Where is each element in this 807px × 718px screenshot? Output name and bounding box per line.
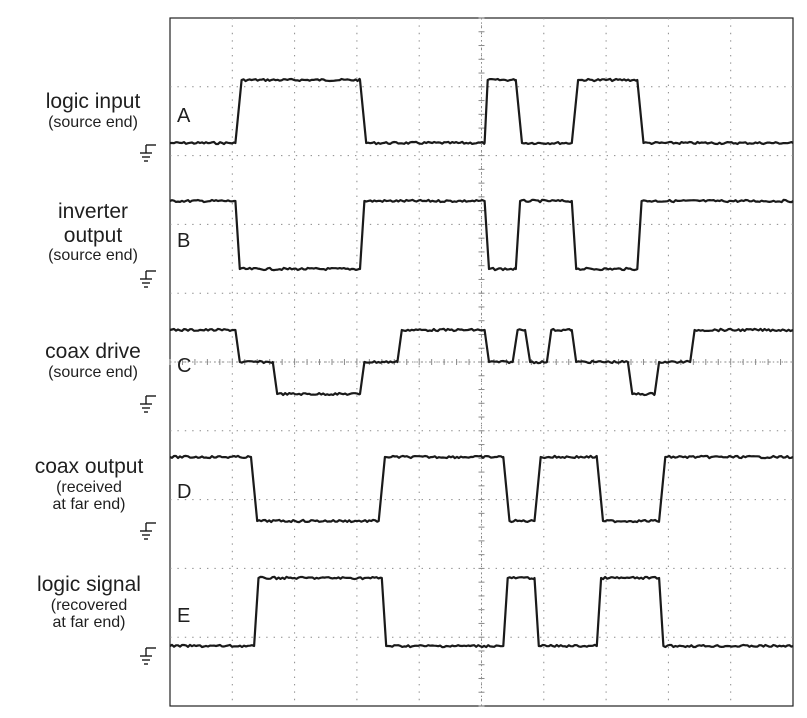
label-channel-e: logic signal (recovered at far end) xyxy=(37,573,141,632)
channel-letter-a: A xyxy=(177,105,191,127)
channel-letter-e: E xyxy=(177,605,191,627)
trace-a xyxy=(170,77,794,146)
traces xyxy=(169,77,794,649)
channel-letter-b: B xyxy=(177,230,191,252)
label-channel-d: coax output (received at far end) xyxy=(34,455,144,514)
trace-b xyxy=(169,198,794,272)
label-channel-a: logic input (source end) xyxy=(45,90,141,131)
trace-d xyxy=(169,454,794,524)
channel-letter-d: D xyxy=(177,481,192,503)
ground-markers xyxy=(140,144,156,665)
trace-c xyxy=(169,327,794,397)
channel-letter-c: C xyxy=(177,355,192,377)
trace-e xyxy=(169,575,794,649)
label-channel-b: inverter output (source end) xyxy=(48,200,138,265)
label-channel-c: coax drive (source end) xyxy=(45,340,141,381)
